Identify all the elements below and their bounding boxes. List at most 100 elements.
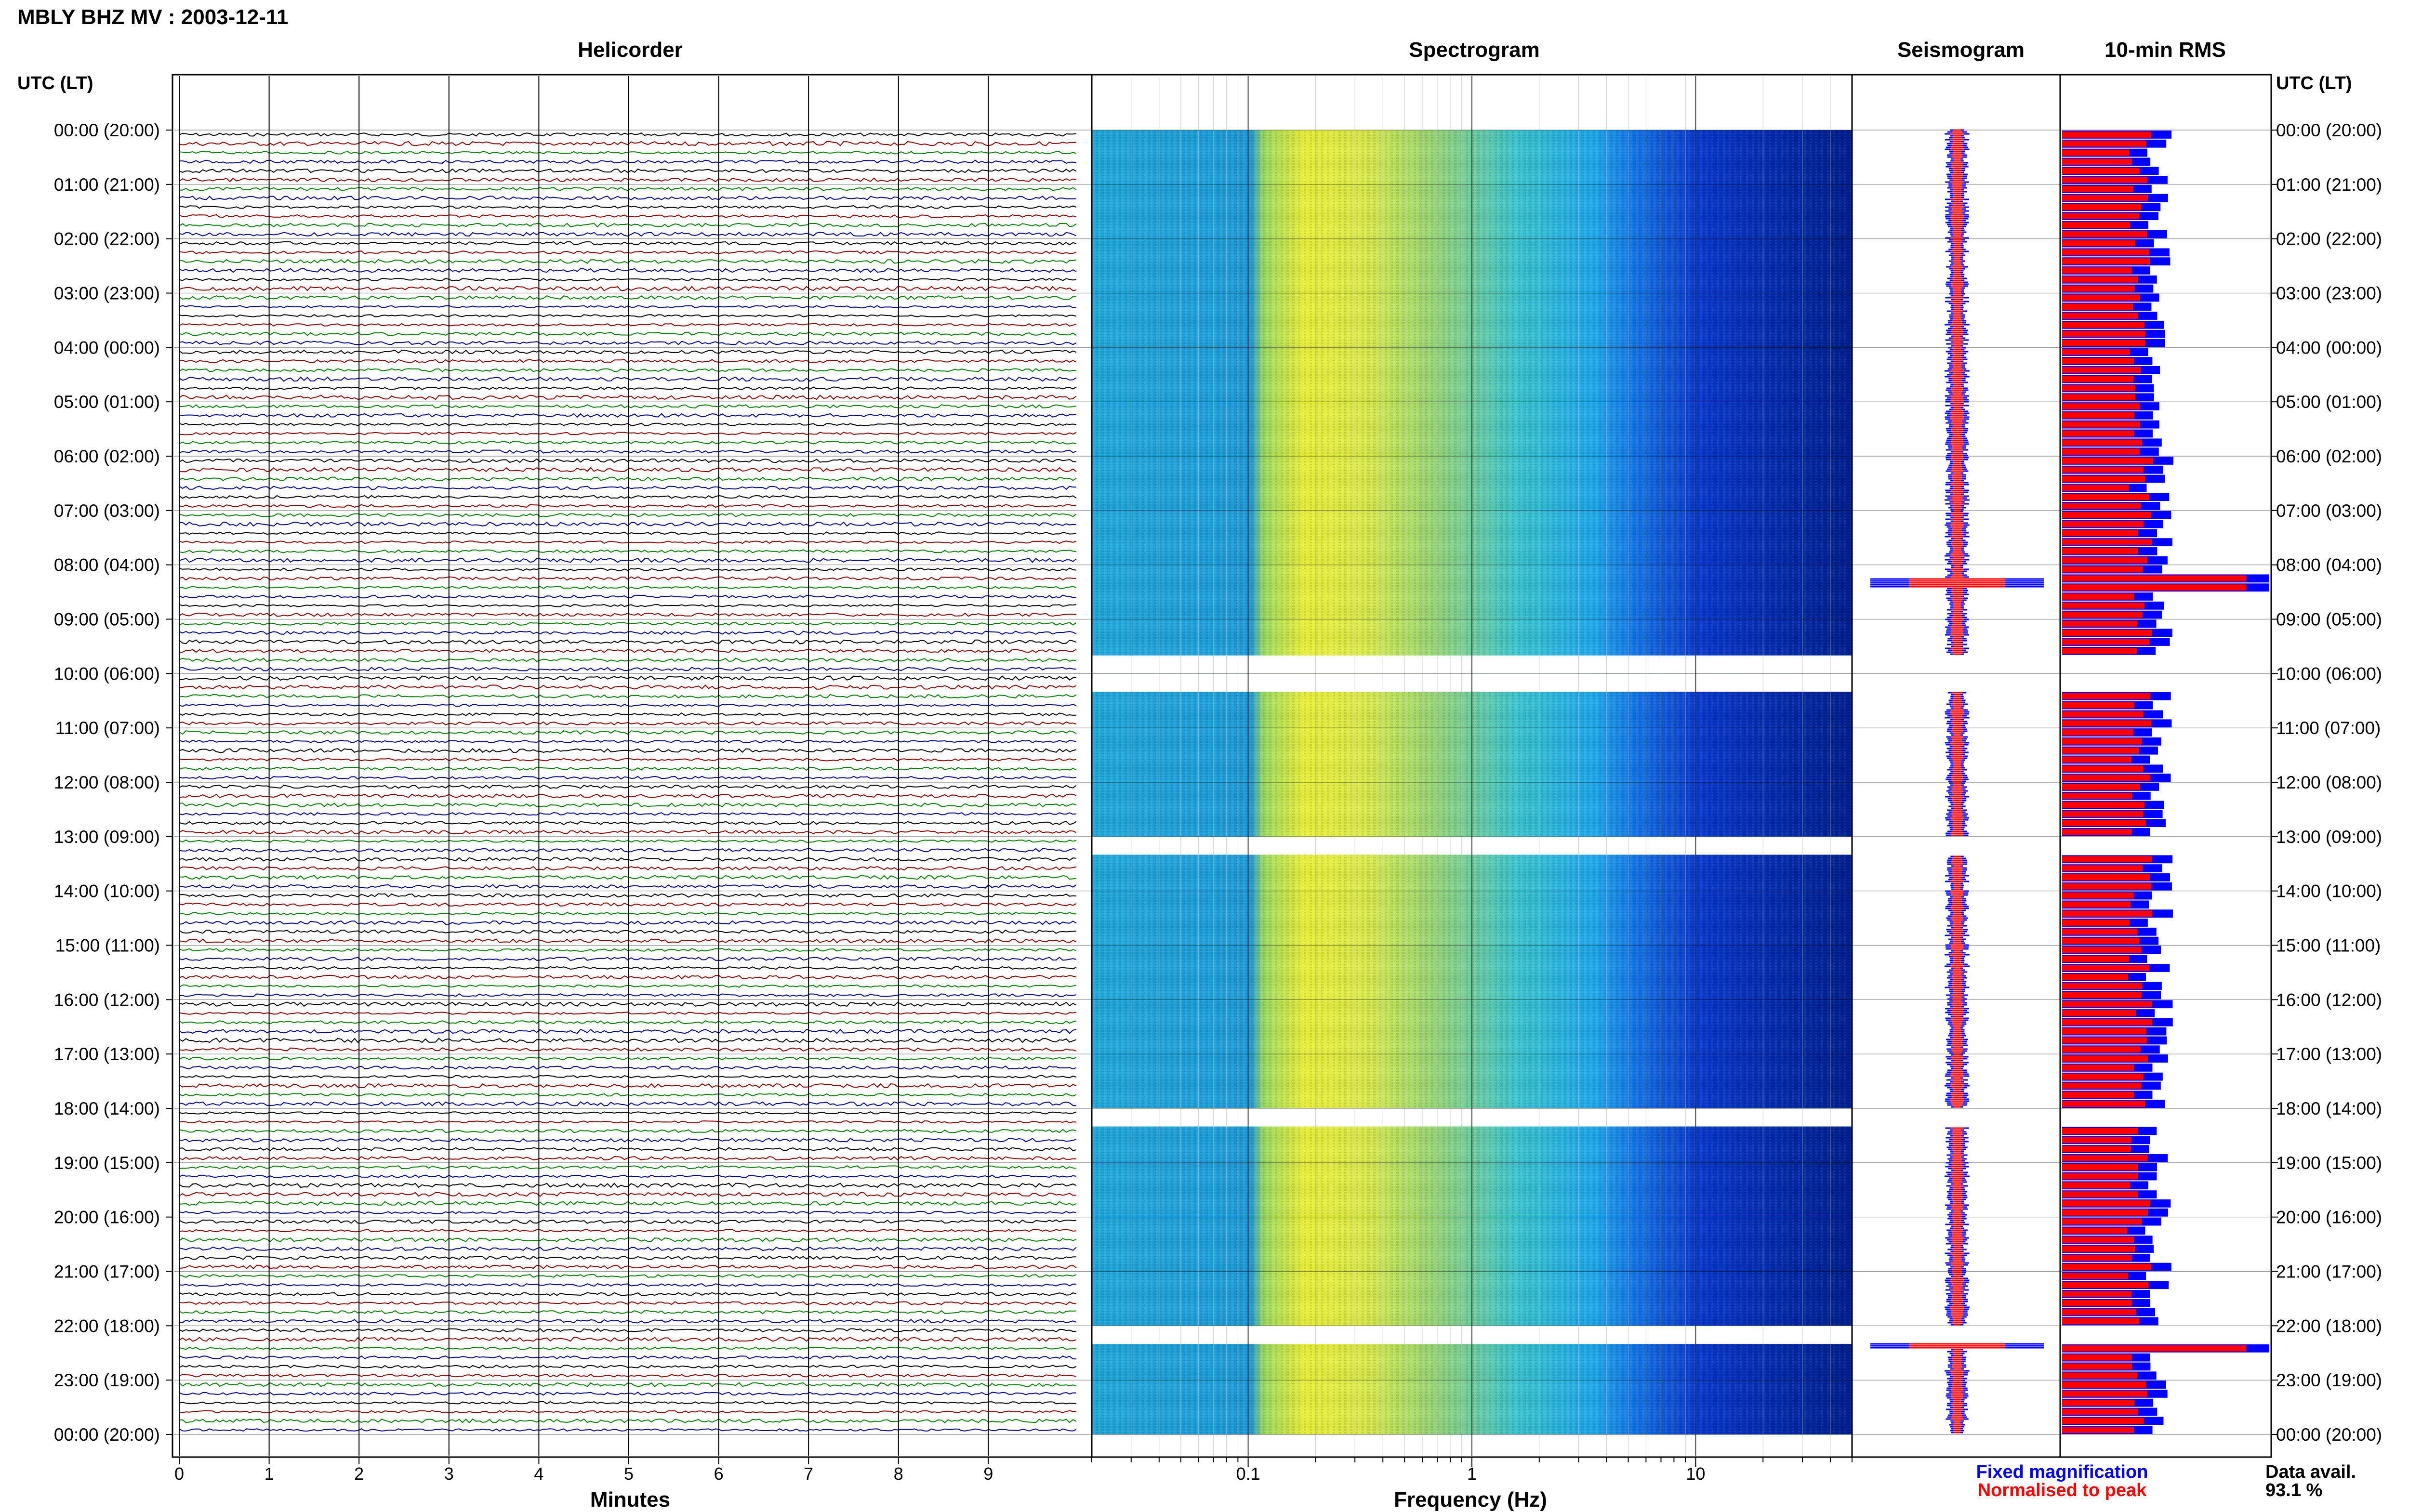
hour-label-left: 13:00 (09:00)	[54, 827, 160, 847]
helicorder-trace-line	[179, 631, 1077, 635]
helicorder-trace-line	[179, 1047, 1077, 1052]
rms-normalised-bar	[2062, 521, 2144, 527]
rms-normalised-bar	[2062, 1263, 2151, 1270]
rms-normalised-bar	[2062, 802, 2144, 808]
hour-label-right: 15:00 (11:00)	[2276, 936, 2381, 956]
helicorder-trace-line	[179, 839, 1077, 843]
rms-normalised-bar	[2062, 1236, 2134, 1243]
rms-normalised-bar	[2062, 485, 2129, 491]
rms-normalised-bar	[2062, 1372, 2138, 1379]
helicorder-trace-line	[179, 476, 1077, 481]
minute-tick-label: 9	[983, 1464, 993, 1484]
helicorder-trace-line	[179, 758, 1077, 762]
helicorder-trace-line	[179, 323, 1077, 327]
helicorder-trace-line	[179, 1137, 1077, 1143]
helicorder-trace-line	[179, 1301, 1077, 1305]
hour-label-left: 14:00 (10:00)	[54, 881, 160, 901]
helicorder-trace-line	[179, 776, 1077, 780]
rms-normalised-bar	[2062, 693, 2151, 699]
helicorder-trace-line	[179, 305, 1077, 309]
helicorder-trace-line	[179, 268, 1077, 273]
frequency-tick-label: 1	[1467, 1464, 1477, 1484]
helicorder-trace-line	[179, 277, 1077, 282]
hour-label-right: 16:00 (12:00)	[2276, 990, 2382, 1010]
hour-label-left: 04:00 (00:00)	[54, 338, 160, 357]
helicorder-trace-line	[179, 1156, 1077, 1161]
minute-tick-label: 8	[894, 1464, 903, 1484]
helicorder-trace-line	[179, 1319, 1077, 1324]
rms-normalised-bar	[2062, 403, 2140, 409]
data-availability-value: 93.1 %	[2265, 1480, 2322, 1500]
rms-heading: 10-min RMS	[2105, 38, 2226, 62]
rms-normalised-bar	[2062, 222, 2131, 228]
rms-normalised-bar	[2062, 1191, 2138, 1198]
rms-normalised-bar	[2062, 1173, 2138, 1180]
helicorder-trace-line	[179, 938, 1077, 944]
helicorder-trace-line	[179, 1246, 1077, 1251]
helicorder-trace-line	[179, 286, 1077, 291]
rms-normalised-bar	[2062, 385, 2135, 392]
data-gap	[1092, 655, 2271, 674]
helicorder-trace-line	[179, 612, 1077, 617]
rms-normalised-bar	[2062, 720, 2151, 727]
data-gap	[1092, 1108, 2271, 1127]
hour-gridlines	[174, 130, 2270, 1435]
helicorder-trace-line	[179, 513, 1077, 517]
helicorder-trace-line	[179, 1310, 1077, 1315]
rms-normalised-bar	[2062, 1164, 2138, 1170]
hour-labels-right: 00:00 (20:00) 01:00 (21:00) 02:00 (22:00) 0…	[2271, 120, 2382, 1445]
helicorder-trace-line	[179, 521, 1077, 527]
rms-normalised-bar	[2062, 865, 2143, 872]
rms-normalised-bar	[2062, 920, 2130, 926]
hour-label-left: 20:00 (16:00)	[54, 1208, 160, 1227]
helicorder-trace-line	[179, 657, 1077, 662]
hour-label-right: 23:00 (19:00)	[2276, 1370, 2382, 1390]
rms-normalised-bar	[2062, 1019, 2152, 1026]
hour-label-right: 04:00 (00:00)	[2276, 338, 2382, 357]
helicorder-trace-line	[179, 205, 1077, 209]
rms-normalised-bar	[2062, 1282, 2149, 1288]
rms-normalised-bar	[2062, 448, 2140, 455]
rms-normalised-bar	[2062, 421, 2140, 428]
rms-normalised-bar	[2062, 466, 2144, 473]
helicorder-trace-line	[179, 739, 1077, 744]
rms-normalised-bar	[2062, 303, 2133, 310]
helicorder-trace-line	[179, 1264, 1077, 1269]
frequency-tick-label: 10	[1686, 1464, 1705, 1484]
helicorder-trace-line	[179, 259, 1077, 264]
rms-normalised-bar	[2062, 1363, 2132, 1370]
rms-normalised-bar	[2062, 1101, 2145, 1107]
hour-label-right: 10:00 (06:00)	[2276, 664, 2382, 684]
helicorder-trace-line	[179, 730, 1077, 735]
rms-normalised-bar	[2062, 249, 2149, 256]
helicorder-trace-line	[179, 1111, 1077, 1115]
rms-normalised-bar	[2062, 1055, 2148, 1062]
helicorder-trace-line	[179, 812, 1077, 816]
helicorder-trace-line	[179, 394, 1077, 400]
helicorder-trace-line	[179, 866, 1077, 871]
helicorder-trace-line	[179, 974, 1077, 980]
helicorder-trace-line	[179, 856, 1077, 862]
helicorder-trace-line	[179, 621, 1077, 626]
minute-tick-label: 3	[444, 1464, 454, 1484]
helicorder-trace-line	[179, 223, 1077, 228]
helicorder-trace-line	[179, 675, 1077, 681]
helicorder-trace-line	[179, 594, 1077, 599]
helicorder-trace-line	[179, 1028, 1077, 1034]
rms-normalised-bar	[2062, 149, 2130, 156]
rms-normalised-bar	[2062, 267, 2132, 274]
helicorder-trace-line	[179, 1147, 1077, 1151]
rms-normalised-bar	[2062, 1046, 2141, 1053]
rms-normalised-bar	[2062, 1209, 2148, 1216]
minute-tick-label: 6	[714, 1464, 724, 1484]
rms-normalised-bar	[2062, 530, 2138, 537]
helicorder-trace-line	[179, 848, 1077, 853]
rms-normalised-bar	[2062, 711, 2144, 718]
rms-normalised-bar	[2062, 620, 2138, 627]
helicorder-trace-line	[179, 648, 1077, 653]
rms-normalised-bar	[2062, 276, 2138, 283]
helicorder-trace-line	[179, 1075, 1077, 1078]
rms-normalised-bar	[2062, 258, 2150, 265]
rms-normalised-bar	[2062, 213, 2140, 220]
rms-normalised-bar	[2062, 1399, 2135, 1406]
